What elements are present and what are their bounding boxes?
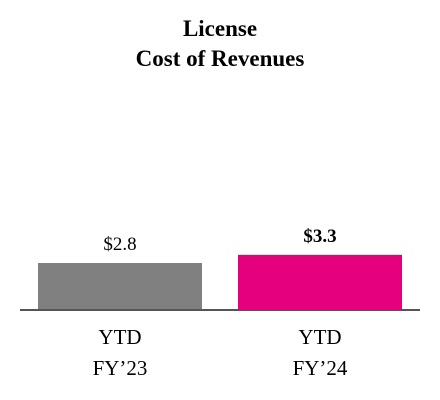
category-label-0-line-0: YTD	[98, 325, 141, 349]
chart-title: License Cost of Revenues	[0, 14, 440, 74]
bar-1	[238, 254, 402, 309]
bar-value-label-0: $2.8	[103, 234, 136, 255]
bar-value-label-1: $3.3	[303, 226, 336, 247]
bar-0	[38, 263, 202, 309]
chart-title-line-1: License	[182, 16, 258, 41]
category-label-1-line-0: YTD	[298, 325, 341, 349]
chart-title-line-2: Cost of Revenues	[135, 46, 305, 71]
category-label-0-line-1: FY’23	[93, 356, 148, 380]
category-label-1-line-1: FY’24	[293, 356, 348, 380]
